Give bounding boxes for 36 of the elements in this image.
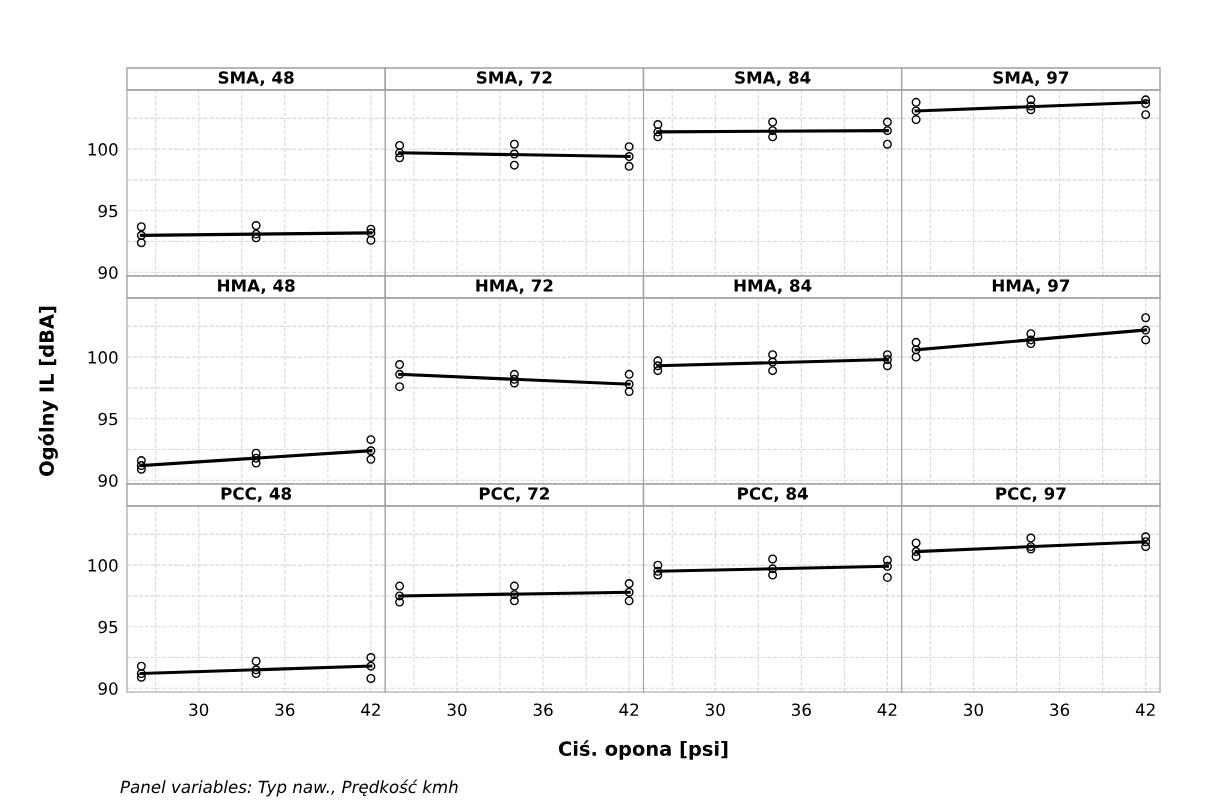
chart-title: HMA, 97 — [992, 279, 1070, 294]
chart-title: PCC, 84 — [738, 487, 808, 502]
y-tick-label: 100 — [88, 559, 118, 572]
x-tick-label: 36 — [1050, 703, 1070, 717]
x-tick-label: 36 — [791, 703, 811, 717]
chart-title: PCC, 48 — [221, 487, 292, 502]
y-tick-label: 95 — [98, 204, 118, 218]
y-axis-title: Ogólny IL [dBA] — [38, 306, 58, 476]
y-tick-label: 100 — [88, 143, 118, 156]
chart-title: SMA, 48 — [218, 71, 294, 86]
y-tick-label: 90 — [98, 266, 118, 279]
chart-title: SMA, 72 — [477, 71, 552, 86]
y-tick-label: 95 — [98, 412, 118, 426]
x-tick-label: 42 — [1135, 703, 1155, 716]
x-tick-label: 30 — [964, 703, 983, 717]
chart-title: PCC, 72 — [479, 487, 549, 502]
chart-title: SMA, 84 — [735, 71, 811, 86]
chart-title: PCC, 97 — [996, 487, 1066, 502]
chart-title: HMA, 72 — [476, 279, 553, 294]
chart-title: HMA, 84 — [734, 279, 812, 294]
y-tick-label: 90 — [98, 474, 118, 487]
chart-title: SMA, 97 — [993, 71, 1069, 86]
x-tick-label: 30 — [705, 703, 725, 717]
y-tick-label: 100 — [88, 351, 118, 364]
x-axis-title: Ciś. opona [psi] — [558, 740, 728, 760]
text: Panel variables: Typ naw., Prędkość kmh — [120, 779, 458, 797]
y-tick-label: 95 — [98, 620, 118, 634]
chart-title: HMA, 48 — [218, 279, 295, 294]
x-tick-label: 42 — [361, 703, 380, 716]
y-tick-label: 90 — [98, 682, 118, 695]
x-tick-label: 30 — [447, 703, 467, 717]
x-tick-label: 36 — [275, 703, 295, 717]
x-tick-label: 42 — [877, 703, 897, 716]
x-tick-label: 36 — [533, 703, 553, 717]
x-tick-label: 30 — [189, 703, 209, 717]
x-tick-label: 42 — [619, 703, 639, 716]
